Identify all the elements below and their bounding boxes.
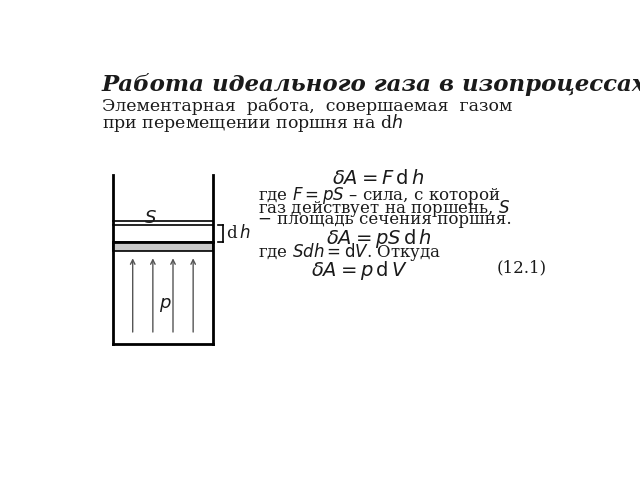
Text: (12.1): (12.1) xyxy=(497,259,547,276)
Text: $S$: $S$ xyxy=(145,209,157,227)
Text: $p$: $p$ xyxy=(159,296,172,314)
Text: где $F = pS$ – сила, с которой: где $F = pS$ – сила, с которой xyxy=(259,185,500,205)
Text: при перемещении поршня на d$h$: при перемещении поршня на d$h$ xyxy=(102,111,403,133)
Text: где $Sdh = \mathrm{d}V$. Откуда: где $Sdh = \mathrm{d}V$. Откуда xyxy=(259,241,442,263)
Text: $\delta A = pS\,\mathrm{d}\,h$: $\delta A = pS\,\mathrm{d}\,h$ xyxy=(326,227,431,250)
Text: d$\,h$: d$\,h$ xyxy=(227,224,252,242)
Text: Элементарная  работа,  совершаемая  газом: Элементарная работа, совершаемая газом xyxy=(102,97,512,115)
Text: газ действует на поршень, $S$: газ действует на поршень, $S$ xyxy=(259,198,510,219)
Bar xyxy=(113,241,213,251)
Text: $\delta A = F\,\mathrm{d}\,h$: $\delta A = F\,\mathrm{d}\,h$ xyxy=(332,169,424,188)
Text: $\delta A = p\,\mathrm{d}\,V$: $\delta A = p\,\mathrm{d}\,V$ xyxy=(310,259,408,282)
Text: − площадь сечения поршня.: − площадь сечения поршня. xyxy=(259,211,512,228)
Text: Работа идеального газа в изопроцессах: Работа идеального газа в изопроцессах xyxy=(102,73,640,96)
